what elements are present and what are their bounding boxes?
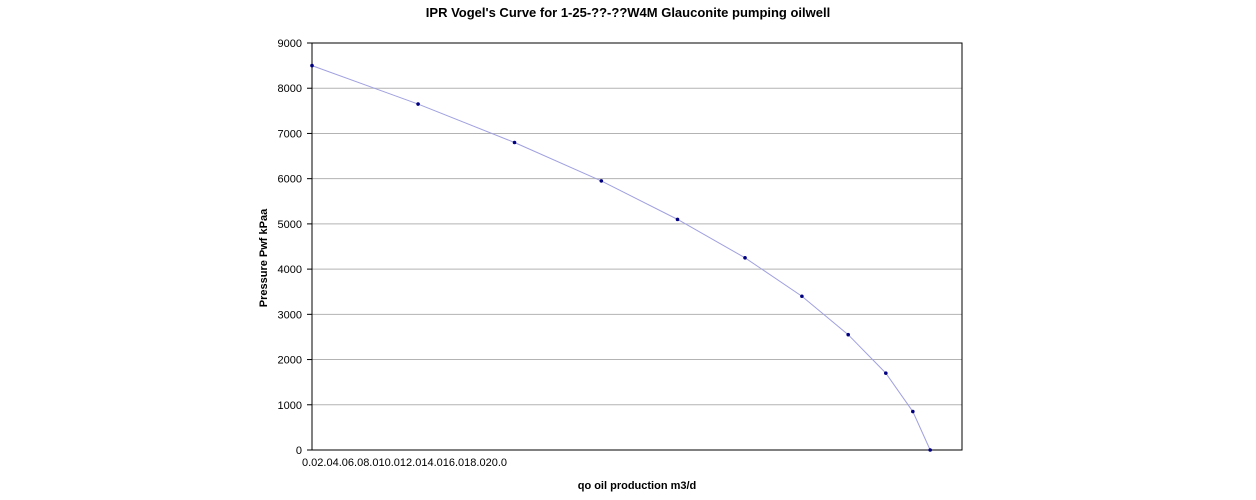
- x-tick-label: 18.0: [464, 457, 486, 469]
- y-tick-label: 3000: [278, 309, 302, 321]
- x-tick-label: 12.0: [399, 457, 422, 469]
- x-axis-label: qo oil production m3/d: [577, 480, 697, 492]
- x-tick-labels: 0.02.04.06.08.010.012.014.016.018.020.0: [302, 457, 507, 469]
- x-tick-label: 4.0: [332, 457, 348, 469]
- data-point: [884, 371, 888, 375]
- plot-frame: [311, 42, 963, 451]
- x-tick-label: 10.0: [378, 457, 400, 469]
- data-point: [743, 256, 747, 260]
- data-point: [416, 102, 420, 106]
- y-axis-label: Pressure Pwf kPaa: [258, 208, 270, 308]
- data-point: [512, 140, 517, 145]
- y-tick-label: 4000: [278, 264, 302, 276]
- data-point: [846, 332, 851, 337]
- data-point: [599, 179, 604, 183]
- data-point: [675, 217, 680, 222]
- y-tick-label: 1000: [278, 400, 302, 412]
- x-tick-label: 14.0: [421, 457, 443, 469]
- y-tick-label: 8000: [278, 83, 302, 95]
- x-tick-label: 8.0: [363, 457, 379, 469]
- y-tick-label: 9000: [278, 38, 302, 50]
- chart-title: IPR Vogel's Curve for 1-25-??-??W4M Glau…: [425, 5, 831, 20]
- y-tick-label: 7000: [278, 128, 302, 140]
- x-tick-label: 2.0: [317, 457, 333, 469]
- data-point: [800, 294, 804, 299]
- y-tick-label: 5000: [278, 219, 302, 231]
- x-tick-label: 20.0: [485, 457, 508, 469]
- data-point: [310, 63, 314, 68]
- x-tick-label: 0.0: [302, 457, 318, 469]
- x-tick-label: 16.0: [442, 457, 465, 469]
- x-tick-label: 6.0: [347, 457, 364, 469]
- y-tick-label: 6000: [278, 174, 302, 186]
- y-tick-label: 2000: [278, 355, 302, 367]
- data-point: [911, 409, 915, 414]
- y-tick-label: 0: [296, 445, 302, 457]
- data-point: [928, 448, 932, 452]
- series-line: [311, 65, 931, 451]
